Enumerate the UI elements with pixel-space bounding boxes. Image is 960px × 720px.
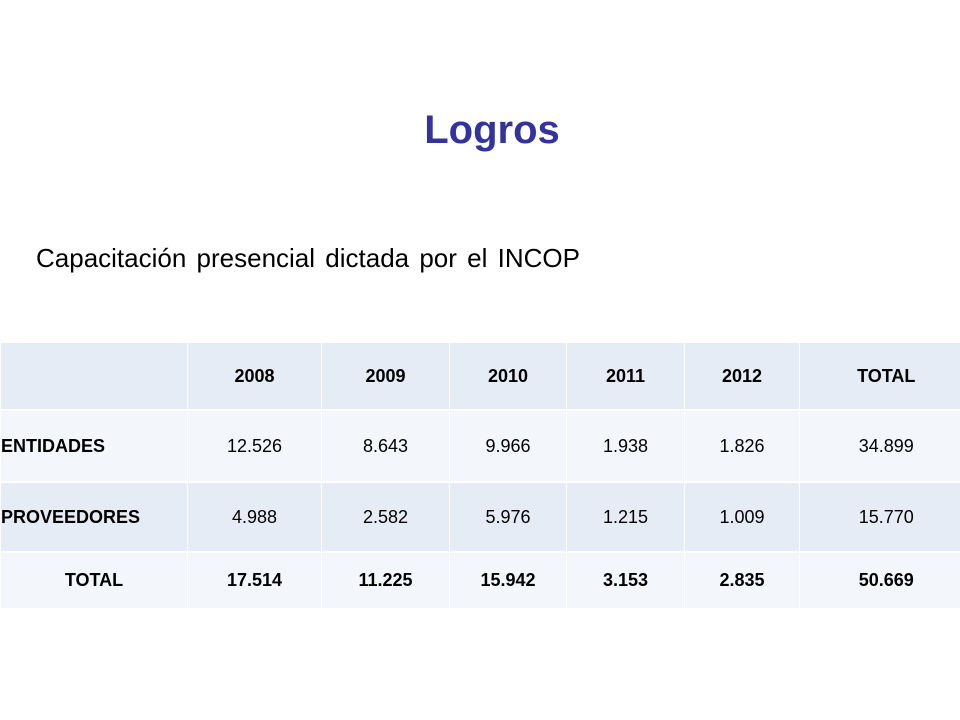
slide-subtitle: Capacitación presencial dictada por el I… (36, 243, 580, 273)
table-cell: 3.153 (566, 552, 685, 610)
table-row: PROVEEDORES 4.988 2.582 5.976 1.215 1.00… (0, 482, 960, 553)
header-cell-2008: 2008 (187, 343, 322, 411)
row-label-total: TOTAL (0, 552, 188, 610)
table-cell: 9.966 (449, 410, 567, 483)
table-cell: 5.976 (449, 482, 567, 553)
table-cell: 1.938 (566, 410, 685, 483)
table-cell: 17.514 (187, 552, 322, 610)
header-cell-2010: 2010 (449, 343, 567, 411)
table-cell: 1.009 (684, 482, 800, 553)
table-cell-total: 50.669 (799, 552, 960, 610)
header-cell-empty (0, 343, 188, 411)
table-row-total: TOTAL 17.514 11.225 15.942 3.153 2.835 5… (0, 552, 960, 610)
table-cell: 8.643 (321, 410, 450, 483)
table-cell-total: 34.899 (799, 410, 960, 483)
table-cell: 1.215 (566, 482, 685, 553)
row-label-proveedores: PROVEEDORES (0, 482, 188, 553)
header-cell-2009: 2009 (321, 343, 450, 411)
table-cell: 11.225 (321, 552, 450, 610)
header-cell-total: TOTAL (799, 343, 960, 411)
header-cell-2012: 2012 (684, 343, 800, 411)
table-cell: 4.988 (187, 482, 322, 553)
table-cell: 15.942 (449, 552, 567, 610)
table-cell: 2.582 (321, 482, 450, 553)
row-label-entidades: ENTIDADES (0, 410, 188, 483)
training-table: 2008 2009 2010 2011 2012 TOTAL ENTIDADES… (0, 343, 960, 610)
table-header-row: 2008 2009 2010 2011 2012 TOTAL (0, 343, 960, 411)
slide-title: Logros (424, 108, 560, 152)
table-cell: 12.526 (187, 410, 322, 483)
table-cell: 1.826 (684, 410, 800, 483)
table-cell-total: 15.770 (799, 482, 960, 553)
header-cell-2011: 2011 (566, 343, 685, 411)
table-row: ENTIDADES 12.526 8.643 9.966 1.938 1.826… (0, 410, 960, 483)
table-cell: 2.835 (684, 552, 800, 610)
